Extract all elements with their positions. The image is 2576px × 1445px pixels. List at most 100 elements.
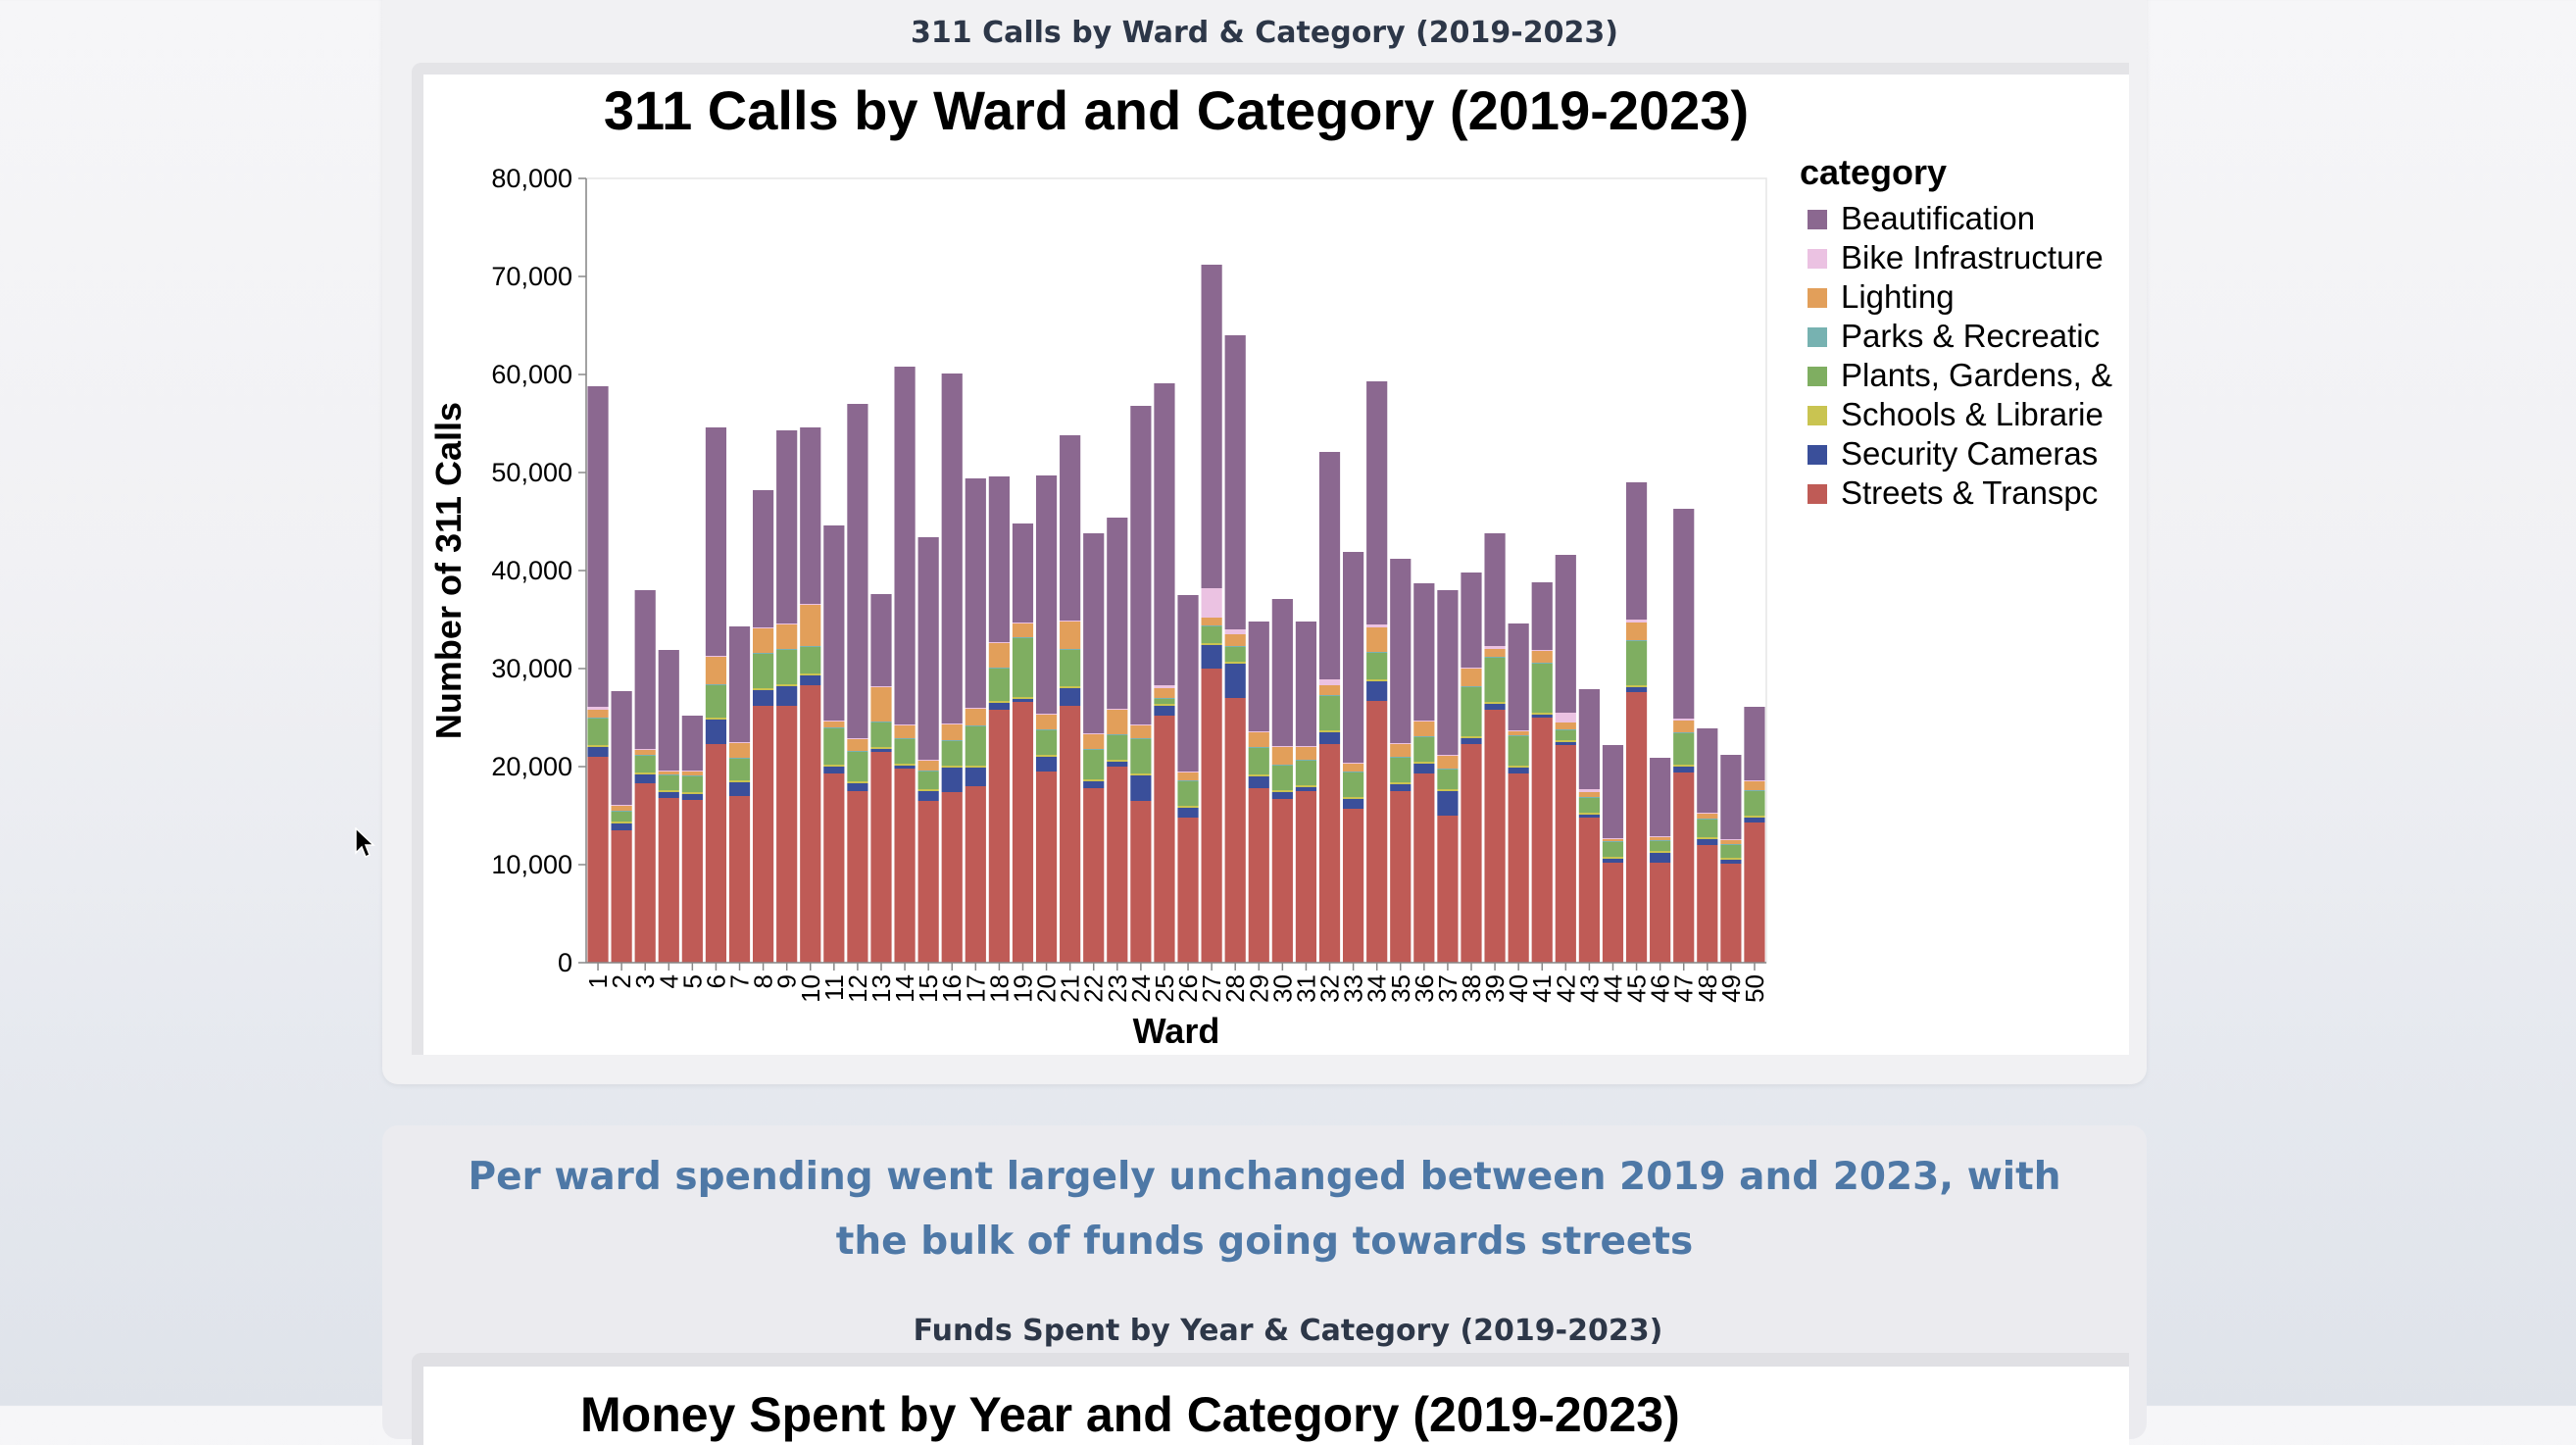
bar-segment: [1130, 775, 1152, 801]
x-tick-label: 50: [1740, 974, 1769, 1003]
bar-segment: [705, 720, 727, 744]
bar-segment: [611, 806, 632, 811]
bar-segment: [776, 650, 798, 684]
bar-segment: [1602, 863, 1624, 963]
bar-segment: [1390, 758, 1412, 782]
bar-segment: [1295, 622, 1317, 746]
bar-segment: [1437, 789, 1459, 791]
bar-segment: [1744, 822, 1765, 963]
bar-segment: [1343, 552, 1364, 763]
bar-segment: [1390, 559, 1412, 743]
bar-segment: [1555, 730, 1576, 740]
x-tick-label: 8: [749, 974, 778, 988]
bar-segment: [1248, 776, 1269, 788]
bar-segment: [1083, 750, 1105, 779]
bar-segment: [1508, 731, 1529, 735]
bar-segment: [728, 626, 751, 742]
bar-segment: [894, 764, 916, 766]
bar-segment: [965, 768, 986, 786]
bar-segment: [1295, 787, 1317, 791]
bar-segment: [681, 794, 703, 800]
bar-segment: [1107, 760, 1128, 762]
bar-segment: [1224, 664, 1246, 698]
bar-segment: [847, 791, 868, 963]
x-tick-label: 19: [1008, 974, 1037, 1003]
x-tick-label: 30: [1267, 974, 1297, 1003]
bar-segment: [1083, 781, 1105, 788]
bar-segment: [1437, 756, 1459, 769]
bar-segment: [1012, 637, 1034, 638]
bar-segment: [1083, 749, 1105, 750]
bar-segment: [1697, 839, 1718, 845]
bar-segment: [1177, 772, 1199, 780]
bar-segment: [587, 718, 609, 719]
bar-segment: [1224, 335, 1246, 629]
bar-segment: [1224, 698, 1246, 963]
bar-segment: [658, 775, 679, 790]
bar-segment: [1107, 735, 1128, 760]
bar-segment: [870, 686, 892, 687]
bar-segment: [587, 747, 609, 757]
x-tick-label: 22: [1079, 974, 1109, 1003]
bar-segment: [1531, 650, 1553, 651]
bar-segment: [1295, 746, 1317, 747]
x-tick-label: 23: [1103, 974, 1132, 1003]
bar-segment: [611, 830, 632, 963]
bar-segment: [753, 627, 774, 628]
y-tick-label: 20,000: [491, 752, 572, 781]
bar-segment: [1201, 645, 1222, 669]
bar-segment: [1650, 863, 1671, 963]
bar-segment: [1484, 649, 1506, 657]
bar-segment: [1366, 627, 1388, 652]
bar-segment: [1720, 845, 1742, 858]
bar-segment: [941, 741, 963, 766]
bar-segment: [941, 766, 963, 768]
x-tick-label: 40: [1504, 974, 1533, 1003]
bar-segment: [1673, 719, 1695, 721]
bar-segment: [1343, 809, 1364, 963]
x-tick-label: 10: [796, 974, 825, 1003]
bar-segment: [1366, 679, 1388, 681]
bar-segment: [1673, 772, 1695, 963]
bar-segment: [1060, 706, 1081, 963]
bar-segment: [1107, 709, 1128, 710]
bar-segment: [1531, 664, 1553, 713]
bar-segment: [1578, 789, 1600, 792]
x-tick-label: 31: [1291, 974, 1320, 1003]
bar-segment: [965, 709, 986, 725]
bar-segment: [1130, 724, 1152, 725]
bar-segment: [1083, 779, 1105, 781]
bar-segment: [800, 427, 821, 604]
bar-segment: [894, 769, 916, 963]
x-tick-label: 48: [1693, 974, 1722, 1003]
bar-segment: [870, 594, 892, 686]
bar-segment: [1177, 595, 1199, 772]
bar-segment: [1201, 618, 1222, 625]
bar-segment: [1083, 733, 1105, 734]
y-tick-label: 0: [558, 948, 572, 977]
bar-segment: [1508, 766, 1529, 768]
bar-segment: [1271, 746, 1293, 747]
bar-segment: [753, 490, 774, 627]
bar-segment: [1484, 533, 1506, 646]
bar-segment: [1555, 729, 1576, 730]
bar-segment: [1060, 649, 1081, 650]
bar-segment: [1154, 688, 1175, 698]
bar-segment: [1318, 744, 1341, 963]
bar-segment: [1578, 792, 1600, 797]
bar-segment: [1154, 706, 1175, 716]
bar-segment: [634, 756, 656, 772]
x-tick-label: 27: [1197, 974, 1226, 1003]
bar-segment: [1318, 452, 1341, 679]
bar-segment: [1555, 742, 1576, 745]
bar-segment: [1461, 744, 1482, 963]
bar-segment: [823, 727, 845, 728]
bar-segment: [1697, 814, 1718, 819]
bar-segment: [1744, 781, 1765, 790]
bar-segment: [1625, 482, 1648, 620]
bar-segment: [705, 684, 727, 685]
bar-segment: [847, 751, 868, 752]
bar-segment: [800, 647, 821, 673]
bar-segment: [1461, 736, 1482, 738]
bar-segment: [965, 725, 986, 726]
